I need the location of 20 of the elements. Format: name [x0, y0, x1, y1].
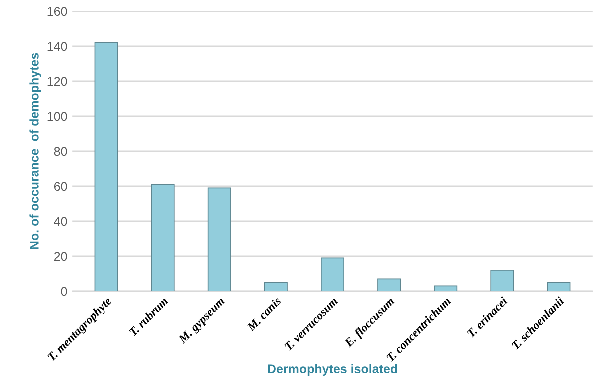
- y-tick-label: 160: [48, 7, 68, 16]
- y-tick-label: 100: [48, 112, 68, 122]
- bar: [321, 258, 344, 292]
- y-tick-label: 40: [54, 217, 68, 226]
- bar: [547, 282, 571, 292]
- bar: [151, 184, 175, 292]
- y-tick-label: 120: [48, 77, 68, 86]
- y-tick-label: 0: [61, 287, 68, 296]
- x-axis-title: Dermophytes isolated: [268, 364, 398, 376]
- y-tick-label: 60: [54, 182, 68, 192]
- bar: [264, 282, 288, 292]
- y-tick-label: 80: [54, 147, 68, 156]
- bar: [94, 42, 118, 292]
- bar: [434, 286, 458, 292]
- bar: [490, 270, 514, 292]
- bar: [378, 278, 402, 292]
- bar: [208, 188, 232, 292]
- y-tick-label: 20: [54, 252, 68, 262]
- y-axis-title: No. of occurance of demophytes: [30, 53, 42, 250]
- y-tick-label: 140: [48, 42, 68, 52]
